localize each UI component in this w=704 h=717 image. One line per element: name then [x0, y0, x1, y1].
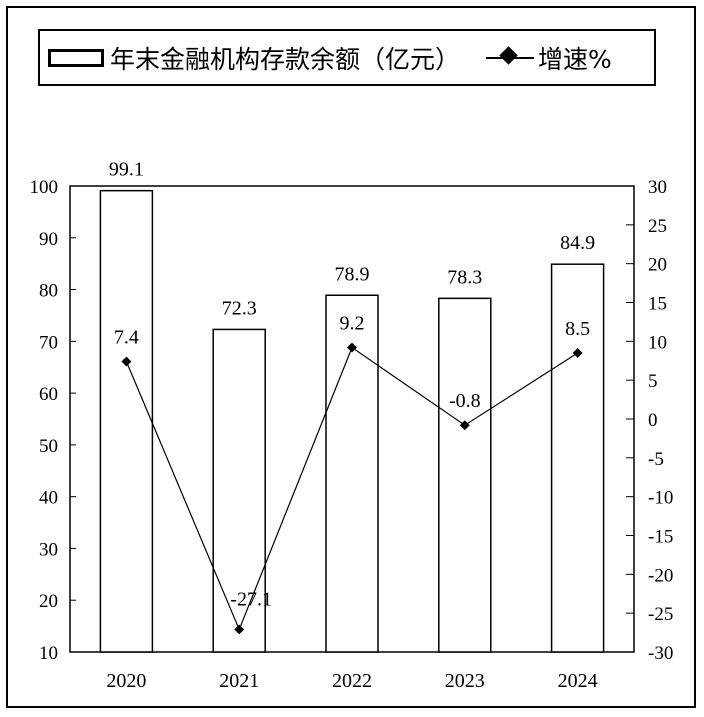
left-axis-tick-label: 20 [39, 591, 58, 612]
bar [438, 297, 492, 653]
bar [212, 328, 266, 653]
x-axis-tick-label: 2021 [219, 670, 259, 692]
right-axis-tick-label: -5 [648, 449, 664, 470]
right-axis-tick-label: 0 [648, 410, 658, 431]
legend-line-label: 增速% [538, 44, 612, 74]
x-axis-tick-label: 2020 [106, 670, 146, 692]
left-axis-tick-label: 10 [39, 643, 58, 664]
line-data-label: 7.4 [114, 327, 139, 349]
right-axis-tick-label: 10 [648, 332, 667, 353]
outer-border [6, 6, 696, 708]
bar-data-label: 78.3 [447, 266, 482, 288]
bar-data-label: 72.3 [222, 297, 257, 319]
left-axis-tick-label: 40 [39, 488, 58, 509]
line-data-label: 8.5 [565, 318, 590, 340]
left-axis-tick-label: 50 [39, 436, 58, 457]
right-axis-tick-label: 30 [648, 177, 667, 198]
bar-data-label: 84.9 [560, 232, 595, 254]
bar [550, 263, 605, 653]
right-axis-tick-label: -20 [648, 565, 673, 586]
line-point [459, 420, 470, 431]
left-axis-tick-label: 80 [39, 281, 58, 302]
right-axis-tick-label: 25 [648, 216, 667, 237]
legend-bar-swatch [48, 48, 104, 67]
x-axis-tick-label: 2022 [332, 670, 372, 692]
right-axis-tick-label: 5 [648, 371, 658, 392]
bar [325, 294, 379, 653]
right-axis-tick-label: -30 [648, 643, 673, 664]
legend-line-swatch [486, 45, 535, 65]
right-axis-tick-label: 20 [648, 255, 667, 276]
left-axis-tick-label: 60 [39, 384, 58, 405]
right-axis-tick-label: -25 [648, 604, 673, 625]
left-axis-tick-label: 30 [39, 539, 58, 560]
bar-data-label: 99.1 [109, 159, 144, 181]
line-data-label: -0.8 [449, 390, 481, 412]
bar-data-label: 78.9 [335, 263, 370, 285]
legend: 年末金融机构存款余额（亿元） 增速% [38, 29, 656, 86]
legend-bar-label: 年末金融机构存款余额（亿元） [110, 44, 461, 74]
left-axis-tick-label: 70 [39, 332, 58, 353]
line-point [572, 348, 583, 358]
right-axis-tick-label: -15 [648, 527, 673, 548]
x-axis-tick-label: 2024 [558, 670, 598, 692]
left-axis-tick-label: 100 [30, 177, 59, 198]
right-axis-tick-label: -10 [648, 488, 673, 509]
line-data-label: 9.2 [340, 313, 365, 335]
line-data-label: -27.1 [230, 588, 272, 610]
line-point [234, 624, 245, 635]
bar [99, 189, 154, 653]
line-point [347, 342, 357, 353]
right-axis-tick-label: 15 [648, 294, 667, 315]
left-axis-tick-label: 90 [39, 229, 58, 250]
x-axis-tick-label: 2023 [445, 670, 485, 692]
